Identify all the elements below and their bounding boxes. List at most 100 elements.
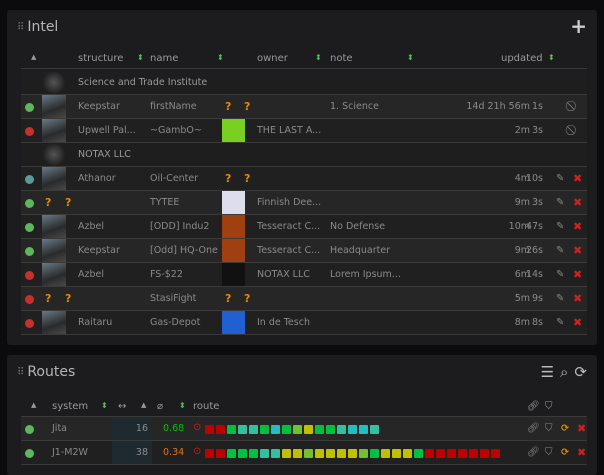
intel-row[interactable]: Azbel [ODD] Indu2 Tesseract C... No Defen…: [21, 215, 587, 239]
route-system-square[interactable]: [315, 425, 324, 434]
edit-icon[interactable]: ✎: [556, 269, 565, 280]
route-system-square[interactable]: [447, 449, 456, 458]
jumps-icon[interactable]: ↔: [118, 401, 127, 412]
delete-icon[interactable]: ✖: [573, 172, 583, 185]
route-system-square[interactable]: [414, 449, 423, 458]
delete-icon[interactable]: ✖: [573, 316, 583, 329]
link-icon[interactable]: 🔗︎: [527, 447, 540, 458]
drag-handle-icon[interactable]: ⠿: [17, 21, 24, 33]
route-system-square[interactable]: [469, 449, 478, 458]
sort-icon[interactable]: ⬍: [137, 53, 144, 62]
route-system-square[interactable]: [293, 449, 302, 458]
route-system-square[interactable]: [348, 449, 357, 458]
route-system-square[interactable]: [271, 449, 280, 458]
route-system-square[interactable]: [227, 425, 236, 434]
intel-row[interactable]: Keepstar [Odd] HQ-One Tesseract C... Head…: [21, 239, 587, 263]
route-system-square[interactable]: [260, 449, 269, 458]
link-icon[interactable]: 🔗︎: [527, 423, 540, 434]
plus-icon[interactable]: +: [570, 14, 587, 38]
delete-icon[interactable]: ✖: [573, 292, 583, 305]
route-system-square[interactable]: [205, 425, 214, 434]
route-row[interactable]: J1-M2W 38 0.34 ⊙ 🔗︎ ⛉ ⟳ ✖: [21, 441, 587, 465]
refresh-icon[interactable]: ⟳: [574, 363, 587, 381]
intel-row[interactable]: Keepstar firstName?? 1. Science 14d 21h …: [21, 95, 587, 119]
col-note[interactable]: note: [330, 53, 353, 64]
refresh-route-icon[interactable]: ⟳: [561, 423, 569, 434]
col-updated[interactable]: updated: [501, 53, 543, 64]
route-system-square[interactable]: [304, 449, 313, 458]
col-route[interactable]: route: [193, 401, 220, 412]
route-system-square[interactable]: [216, 425, 225, 434]
route-row[interactable]: Jita 16 0.68 ⊙ 🔗︎ ⛉ ⟳ ✖: [21, 417, 587, 441]
route-system-square[interactable]: [304, 425, 313, 434]
route-system-square[interactable]: [359, 449, 368, 458]
col-name[interactable]: name: [150, 53, 179, 64]
route-system-square[interactable]: [337, 449, 346, 458]
route-system-square[interactable]: [359, 425, 368, 434]
route-system-square[interactable]: [370, 449, 379, 458]
route-system-square[interactable]: [425, 449, 434, 458]
intel-row[interactable]: Raitaru Gas-Depot In de Tesch 8m 8s ✎ ✖: [21, 311, 587, 335]
settings-sliders-icon[interactable]: ☰: [540, 363, 555, 381]
route-system-square[interactable]: [326, 425, 335, 434]
route-system-square[interactable]: [337, 425, 346, 434]
edit-icon[interactable]: ✎: [556, 173, 565, 184]
owner[interactable]: THE LAST A...: [257, 125, 322, 136]
route-system-square[interactable]: [403, 449, 412, 458]
owner[interactable]: In de Tesch: [257, 317, 310, 328]
sort-icon[interactable]: ⬍: [315, 53, 322, 62]
intel-title[interactable]: ⠿ Intel: [17, 19, 59, 35]
route-system-square[interactable]: [480, 449, 489, 458]
sort-icon[interactable]: ⬍: [179, 401, 186, 410]
intel-row[interactable]: ?? StasiFight?? 5m 9s ✎ ✖: [21, 287, 587, 311]
edit-icon[interactable]: ✎: [556, 317, 565, 328]
route-system-square[interactable]: [238, 425, 247, 434]
col-structure[interactable]: structure: [78, 53, 124, 64]
owner[interactable]: NOTAX LLC: [257, 269, 310, 280]
shield-icon[interactable]: ⛉: [545, 423, 553, 434]
intel-row[interactable]: ?? TYTEE Finnish Dee... 9m 3s ✎ ✖: [21, 191, 587, 215]
sort-icon[interactable]: ⬍: [548, 53, 555, 62]
edit-icon[interactable]: ✎: [556, 245, 565, 256]
route-system-square[interactable]: [458, 449, 467, 458]
route-system-square[interactable]: [370, 425, 379, 434]
route-system-square[interactable]: [326, 449, 335, 458]
route-system-square[interactable]: [392, 449, 401, 458]
delete-icon[interactable]: ✖: [573, 196, 583, 209]
route-system-square[interactable]: [260, 425, 269, 434]
drag-handle-icon[interactable]: ⠿: [17, 366, 24, 378]
route-system-square[interactable]: [348, 425, 357, 434]
owner[interactable]: Finnish Dee...: [257, 197, 322, 208]
routes-title[interactable]: ⠿ Routes: [17, 364, 76, 380]
route-system-square[interactable]: [238, 449, 247, 458]
refresh-route-icon[interactable]: ⟳: [561, 447, 569, 458]
owner[interactable]: Tesseract C...: [257, 221, 321, 232]
route-system-square[interactable]: [315, 449, 324, 458]
route-system-square[interactable]: [249, 449, 258, 458]
shield-icon[interactable]: ⛉: [545, 447, 553, 458]
route-system-square[interactable]: [216, 449, 225, 458]
intel-row[interactable]: Azbel FS-$22 NOTAX LLC Lorem Ipsum... 6m …: [21, 263, 587, 287]
intel-row[interactable]: Athanor Oil-Center?? 4m 10s ✎ ✖: [21, 167, 587, 191]
sort-icon[interactable]: ▲: [141, 401, 147, 409]
system-name[interactable]: Jita: [52, 423, 67, 434]
system-name[interactable]: J1-M2W: [52, 447, 88, 458]
sort-icon[interactable]: ⬍: [101, 401, 108, 410]
security-icon[interactable]: ⌀: [157, 401, 164, 412]
delete-icon[interactable]: ✖: [573, 244, 583, 257]
route-system-square[interactable]: [381, 449, 390, 458]
route-system-square[interactable]: [282, 449, 291, 458]
route-system-square[interactable]: [227, 449, 236, 458]
col-owner[interactable]: owner: [257, 53, 288, 64]
edit-icon[interactable]: ✎: [556, 293, 565, 304]
route-system-square[interactable]: [293, 425, 302, 434]
col-system[interactable]: system: [52, 401, 89, 412]
sort-icon[interactable]: ▲: [31, 53, 37, 61]
route-system-square[interactable]: [436, 449, 445, 458]
delete-icon[interactable]: ✖: [577, 446, 587, 459]
intel-row[interactable]: Upwell Pal... ~GambO~ THE LAST A... 2m 3s…: [21, 119, 587, 143]
sort-icon[interactable]: ⬍: [217, 53, 224, 62]
delete-icon[interactable]: ✖: [573, 220, 583, 233]
sort-icon[interactable]: ⬍: [407, 53, 414, 62]
delete-icon[interactable]: ✖: [573, 268, 583, 281]
